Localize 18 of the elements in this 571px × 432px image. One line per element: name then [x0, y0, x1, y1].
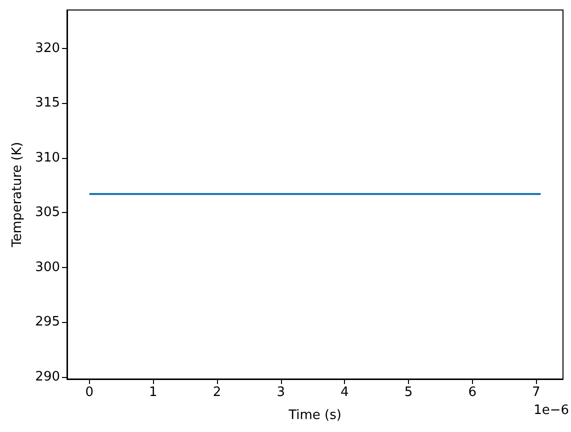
x-tick-label: 6	[468, 385, 476, 400]
x-tick-label: 4	[340, 385, 349, 400]
y-tick-label: 315	[35, 96, 60, 111]
x-tick-label: 0	[85, 385, 94, 400]
x-tick-label: 3	[276, 385, 285, 400]
y-tick-label: 295	[35, 314, 60, 330]
y-tick-label: 290	[35, 369, 60, 384]
text: 1e−6	[534, 403, 570, 418]
y-tick-label: 305	[35, 205, 60, 220]
x-tick-label: 2	[212, 385, 222, 400]
x-tick-label: 7	[532, 385, 540, 400]
y-tick-label: 320	[35, 40, 60, 56]
x-tick-label: 5	[404, 385, 413, 400]
x-axis-title: Time (s)	[288, 408, 342, 423]
x-tick-label: 1	[149, 385, 158, 400]
y-axis-title: Temperature (K)	[10, 142, 25, 248]
y-tick-label: 300	[35, 260, 60, 275]
y-tick-label: 310	[35, 150, 60, 166]
